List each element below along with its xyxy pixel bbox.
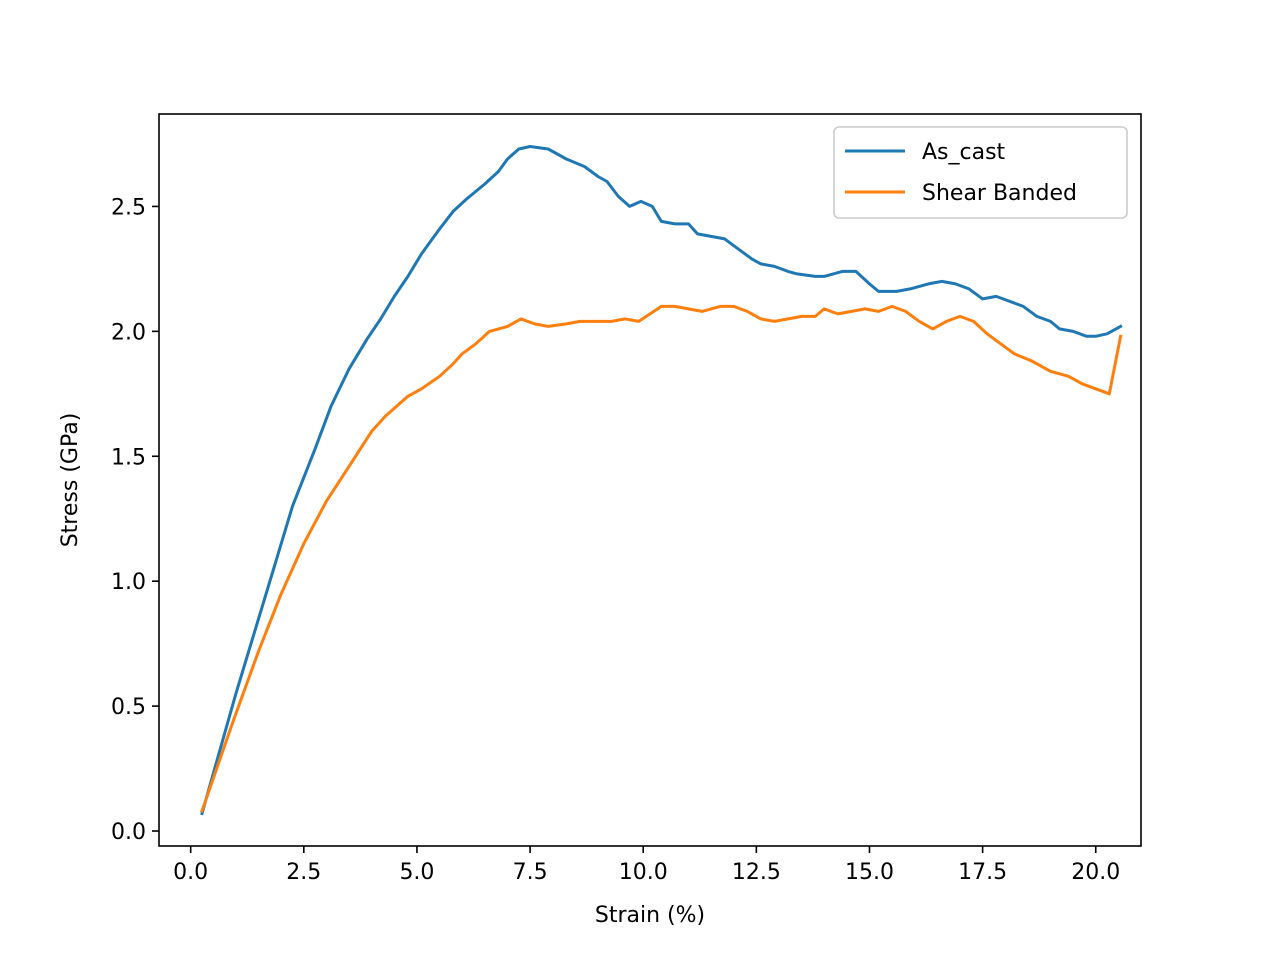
plot-lines	[200, 145, 1123, 816]
x-tick-label: 0.0	[173, 860, 208, 885]
axes-frame	[158, 113, 1142, 847]
x-tick-label: 15.0	[845, 860, 894, 885]
y-tick-label: 0.0	[111, 820, 146, 845]
x-axis-ticks: 0.0 2.5 5.0 7.5 10.0 12.5 15.0 17.5 20.0	[173, 846, 1120, 885]
legend-entry-label: As_cast	[922, 140, 1006, 165]
series-line-as-cast	[200, 145, 1123, 816]
x-tick-label: 5.0	[399, 860, 434, 885]
legend-entry-label: Shear Banded	[922, 181, 1077, 206]
x-tick-label: 10.0	[619, 860, 668, 885]
x-tick-label: 7.5	[513, 860, 548, 885]
chart-legend: As_cast Shear Banded	[833, 126, 1128, 219]
y-tick-label: 1.0	[111, 570, 146, 595]
legend-box	[833, 126, 1128, 219]
y-tick-label: 2.5	[111, 195, 146, 220]
x-tick-label: 12.5	[732, 860, 781, 885]
x-tick-label: 2.5	[286, 860, 321, 885]
x-tick-label: 20.0	[1071, 860, 1120, 885]
x-axis-label: Strain (%)	[595, 903, 705, 928]
y-tick-label: 1.5	[111, 445, 146, 470]
y-axis-label: Stress (GPa)	[58, 413, 83, 548]
x-tick-label: 17.5	[958, 860, 1007, 885]
series-line-shear-banded	[200, 304, 1123, 813]
y-axis-ticks: 0.0 0.5 1.0 1.5 2.0 2.5	[111, 195, 159, 845]
y-tick-label: 0.5	[111, 695, 146, 720]
y-tick-label: 2.0	[111, 320, 146, 345]
